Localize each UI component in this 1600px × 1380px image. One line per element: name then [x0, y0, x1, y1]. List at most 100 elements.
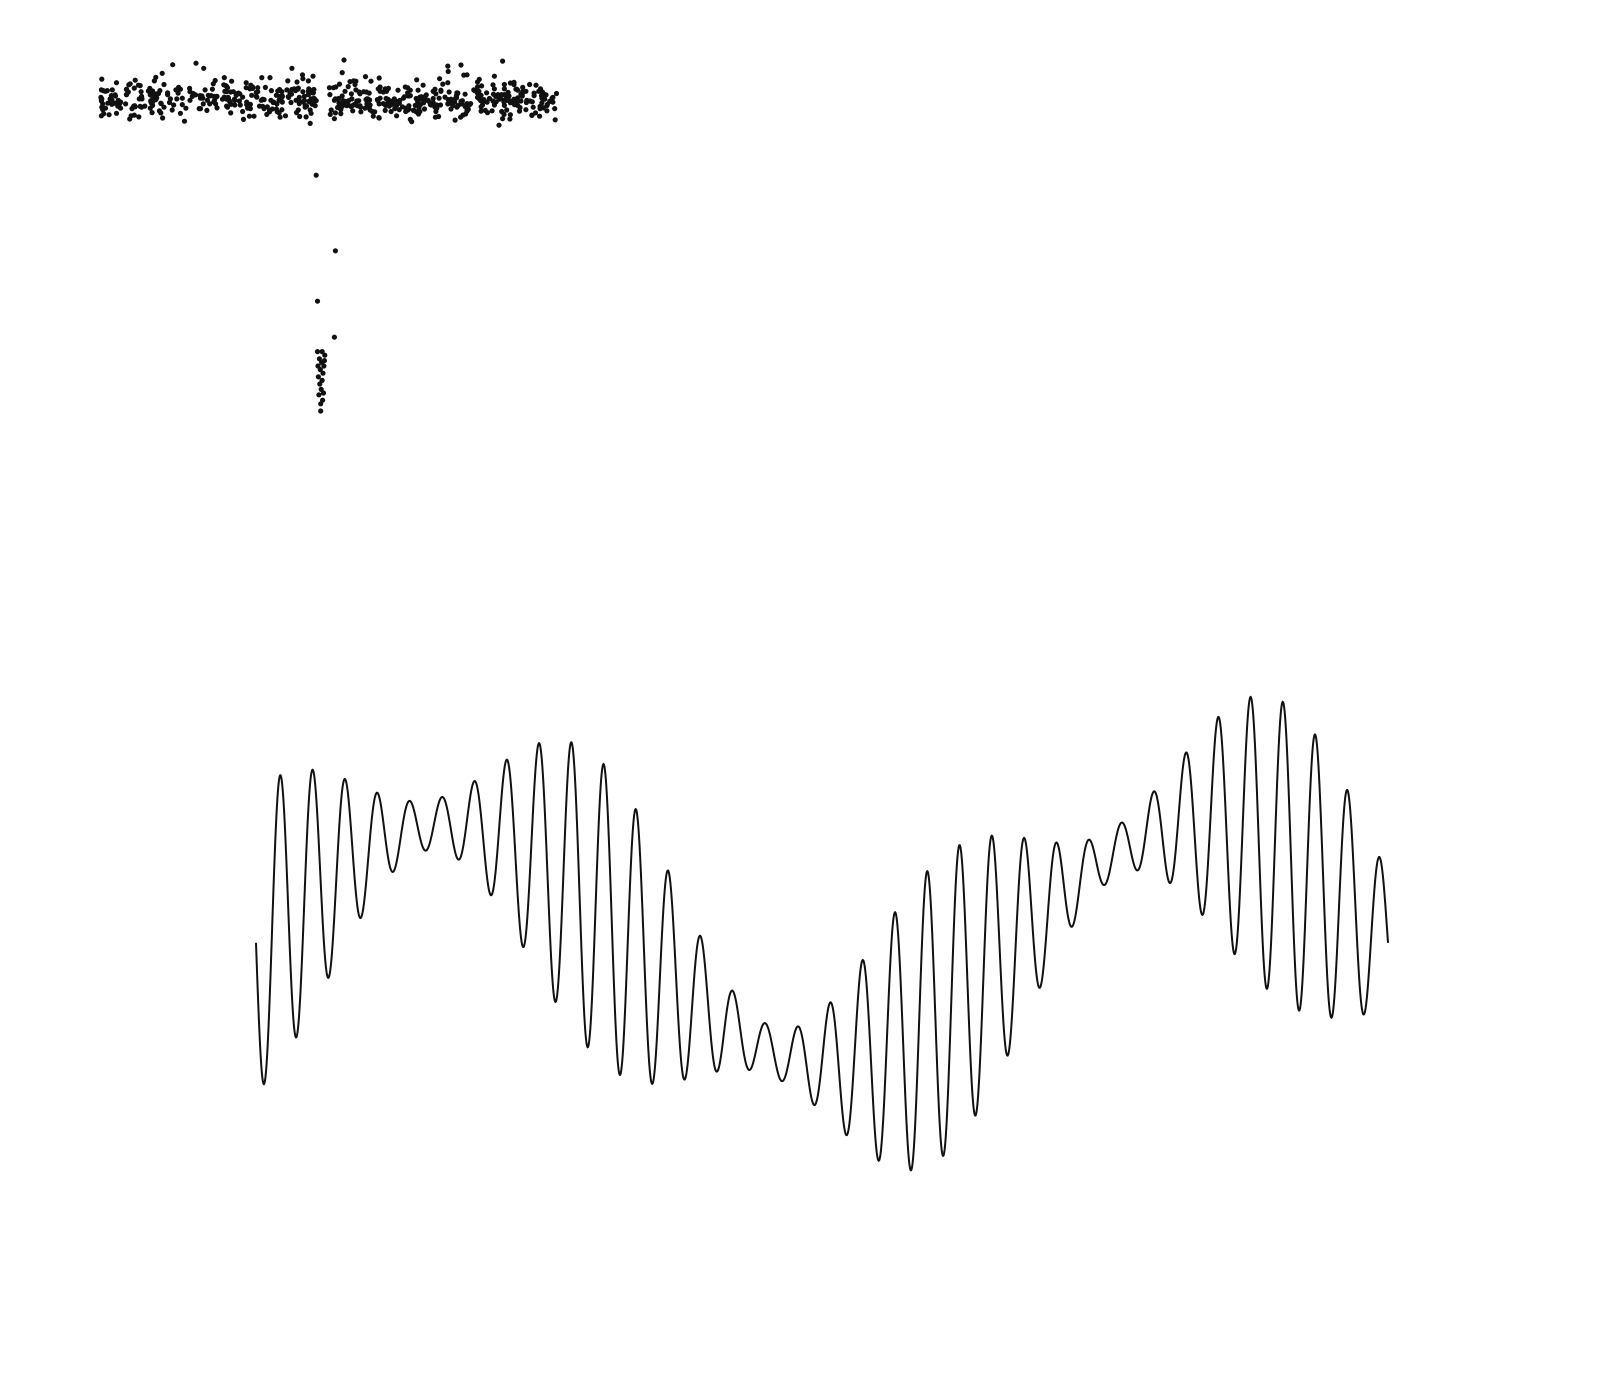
scatter-point — [263, 85, 268, 90]
scatter-point — [468, 101, 473, 106]
scatter-point — [244, 80, 249, 85]
scatter-point — [553, 117, 558, 122]
scatter-point — [432, 87, 437, 92]
scatter-point — [182, 119, 187, 124]
scatter-point — [532, 93, 537, 98]
scatter-point — [515, 95, 520, 100]
scatter-point — [530, 99, 535, 104]
scatter-point — [316, 392, 321, 397]
scatter-point — [492, 74, 497, 79]
scatter-point — [464, 107, 469, 112]
scatter-point — [446, 69, 451, 74]
scatter-point — [153, 75, 158, 80]
scatter-point — [368, 107, 373, 112]
scatter-point — [544, 103, 549, 108]
scatter-point — [499, 109, 504, 114]
scatter-point — [238, 102, 243, 107]
scatter-point — [533, 83, 538, 88]
scatter-point — [367, 97, 372, 102]
scatter-point — [550, 100, 555, 105]
scatter-point — [322, 358, 327, 363]
scatter-point — [411, 108, 416, 113]
scatter-point — [214, 105, 219, 110]
scatter-point — [201, 66, 206, 71]
scatter-point — [340, 93, 345, 98]
scatter-point — [311, 87, 316, 92]
scatter-point — [156, 91, 161, 96]
scatter-point — [303, 105, 308, 110]
scatter-point — [342, 89, 347, 94]
scatter-point — [228, 110, 233, 115]
scatter-point — [294, 79, 299, 84]
scatter-point — [477, 77, 482, 82]
scatter-point — [523, 89, 528, 94]
scatter-point — [416, 88, 421, 93]
scatter-point — [544, 108, 549, 113]
scatter-point — [416, 111, 421, 116]
scatter-point — [285, 78, 290, 83]
scatter-point — [248, 83, 253, 88]
scatter-point — [170, 62, 175, 67]
scatter-point — [502, 103, 507, 108]
scatter-point — [414, 77, 419, 82]
scatter-point — [378, 84, 383, 89]
scatter-point — [333, 110, 338, 115]
scatter-point — [128, 81, 133, 86]
scatter-point — [310, 74, 315, 79]
scatter-point — [259, 75, 264, 80]
scatter-point — [139, 96, 144, 101]
scatter-point — [397, 98, 402, 103]
scatter-point — [315, 349, 320, 354]
scatter-point — [448, 97, 453, 102]
scatter-point — [160, 71, 165, 76]
scatter-point — [222, 75, 227, 80]
scatter-point — [433, 109, 438, 114]
scatter-point — [358, 109, 363, 114]
scatter-point — [554, 91, 559, 96]
scatter-point — [294, 98, 299, 103]
scatter-point — [364, 89, 369, 94]
scatter-point — [289, 66, 294, 71]
scatter-point — [327, 92, 332, 97]
scatter-point — [537, 114, 542, 119]
scatter-point — [193, 61, 198, 66]
scatter-point — [408, 88, 413, 93]
scatter-point — [458, 115, 463, 120]
scatter-point — [527, 82, 532, 87]
scatter-point — [314, 173, 319, 178]
scatter-point — [103, 106, 108, 111]
scatter-point — [320, 371, 325, 376]
scatter-point — [447, 89, 452, 94]
scatter-point — [437, 76, 442, 81]
scatter-point — [343, 101, 348, 106]
scatter-point — [371, 114, 376, 119]
scatter-point — [247, 114, 252, 119]
scatter-point — [495, 92, 500, 97]
scatter-point — [328, 112, 333, 117]
scatter-point — [315, 363, 320, 368]
scatter-point — [531, 105, 536, 110]
scatter-point — [180, 96, 185, 101]
scatter-point — [383, 108, 388, 113]
scatter-point — [498, 96, 503, 101]
scatter-point — [170, 107, 175, 112]
scatter-point — [240, 95, 245, 100]
scatter-point — [265, 104, 270, 109]
scatter-point — [400, 104, 405, 109]
scatter-point — [224, 89, 229, 94]
light-curve-scatter-panel — [98, 57, 559, 413]
scatter-point — [241, 117, 246, 122]
scatter-point — [322, 353, 327, 358]
scatter-point — [315, 299, 320, 304]
scatter-point — [318, 408, 323, 413]
scatter-point — [394, 113, 399, 118]
scatter-point — [278, 95, 283, 100]
scatter-point — [286, 94, 291, 99]
scatter-point — [409, 119, 414, 124]
scatter-point — [458, 62, 463, 67]
scatter-point — [136, 114, 141, 119]
scatter-point — [352, 82, 357, 87]
scatter-point — [511, 82, 516, 87]
scatter-point — [332, 335, 337, 340]
